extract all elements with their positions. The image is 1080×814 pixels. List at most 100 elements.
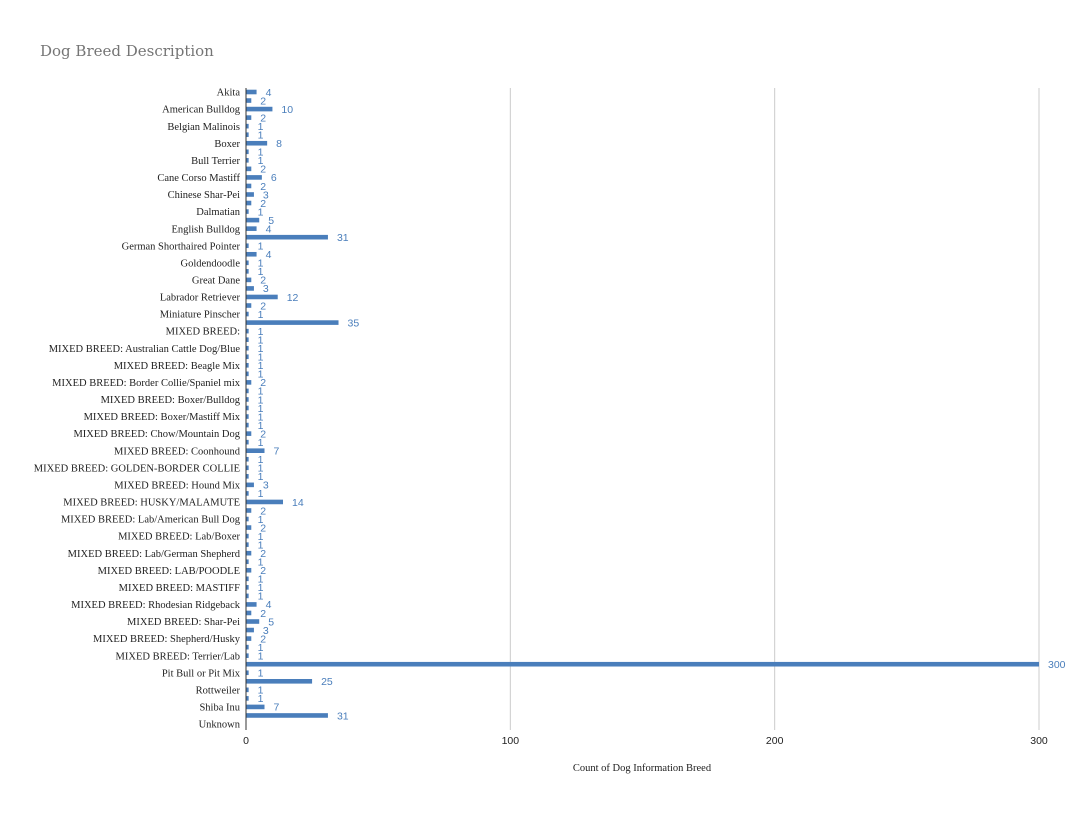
category-label: Pit Bull or Pit Mix xyxy=(162,668,241,679)
bar xyxy=(246,559,249,565)
bar xyxy=(246,149,249,155)
category-label: Rottweiler xyxy=(196,685,241,696)
data-label: 1 xyxy=(258,266,264,278)
x-tick-label: 0 xyxy=(243,735,249,747)
data-label: 1 xyxy=(258,394,264,406)
bar xyxy=(246,192,254,197)
bar xyxy=(246,439,249,445)
data-label: 31 xyxy=(337,710,349,722)
data-label: 2 xyxy=(260,633,266,645)
data-label: 4 xyxy=(266,87,272,99)
data-label: 2 xyxy=(260,505,266,517)
data-label: 2 xyxy=(260,565,266,577)
bar xyxy=(246,525,252,530)
data-label: 4 xyxy=(266,249,272,261)
bar xyxy=(246,243,249,249)
bar xyxy=(246,499,284,505)
data-label: 10 xyxy=(281,104,293,116)
data-label: 2 xyxy=(260,164,266,176)
category-label: MIXED BREED: MASTIFF xyxy=(119,583,241,594)
bar xyxy=(246,696,249,701)
data-label: 1 xyxy=(258,471,264,483)
data-label: 2 xyxy=(260,522,266,534)
bar xyxy=(246,653,249,658)
bar xyxy=(246,713,328,718)
data-label: 2 xyxy=(260,275,266,287)
data-label: 3 xyxy=(263,625,269,637)
data-label: 2 xyxy=(260,548,266,560)
data-label: 1 xyxy=(258,514,264,526)
data-label: 1 xyxy=(258,488,264,500)
data-label: 1 xyxy=(258,463,264,475)
category-label: MIXED BREED: Hound Mix xyxy=(114,480,240,491)
category-label: MIXED BREED: LAB/POODLE xyxy=(98,566,240,577)
bar xyxy=(246,474,249,479)
data-label: 300 xyxy=(1048,659,1066,671)
x-axis-title: Count of Dog Information Breed xyxy=(573,763,712,774)
data-label: 1 xyxy=(258,326,264,338)
data-label: 1 xyxy=(258,650,264,662)
bar xyxy=(246,679,313,684)
data-labels: 4210211811262321543114112312213511111121… xyxy=(258,87,1066,722)
bar xyxy=(246,448,265,453)
data-label: 2 xyxy=(260,608,266,620)
category-label: German Shorthaired Pointer xyxy=(122,241,241,252)
x-tick-label: 300 xyxy=(1030,735,1048,747)
bar xyxy=(246,303,252,308)
bar xyxy=(246,661,1039,667)
bar xyxy=(246,277,252,283)
category-label: American Bulldog xyxy=(162,105,241,116)
bar xyxy=(246,414,249,419)
data-label: 1 xyxy=(258,206,264,218)
category-label: Unknown xyxy=(199,720,241,731)
data-label: 4 xyxy=(266,599,272,611)
data-label: 1 xyxy=(258,309,264,321)
x-tick-label: 100 xyxy=(502,735,520,747)
bar xyxy=(246,98,252,103)
category-label: MIXED BREED: Boxer/Bulldog xyxy=(101,395,241,406)
category-label: Labrador Retriever xyxy=(160,293,241,304)
data-label: 1 xyxy=(258,557,264,569)
data-label: 1 xyxy=(258,420,264,432)
data-label: 1 xyxy=(258,574,264,586)
bar xyxy=(246,234,328,240)
data-label: 8 xyxy=(276,138,282,150)
category-label: MIXED BREED: Chow/Mountain Dog xyxy=(73,429,240,440)
data-label: 1 xyxy=(258,130,264,142)
data-label: 6 xyxy=(271,172,277,184)
data-label: 2 xyxy=(260,377,266,389)
data-label: 2 xyxy=(260,428,266,440)
data-label: 1 xyxy=(258,403,264,415)
category-label: Miniature Pinscher xyxy=(160,310,241,321)
category-label: Shiba Inu xyxy=(199,703,240,714)
category-label: MIXED BREED: Australian Cattle Dog/Blue xyxy=(49,344,241,355)
category-label: Boxer xyxy=(214,139,240,150)
bar xyxy=(246,422,249,428)
category-label: MIXED BREED: Rhodesian Ridgeback xyxy=(71,600,241,611)
bar xyxy=(246,175,262,180)
grid-lines xyxy=(509,88,1040,730)
category-label: Great Dane xyxy=(192,275,240,286)
bar xyxy=(246,610,252,616)
data-label: 1 xyxy=(258,258,264,270)
data-label: 7 xyxy=(274,446,280,458)
bar xyxy=(246,166,252,172)
bar xyxy=(246,311,249,317)
category-label: Dalmatian xyxy=(196,207,240,218)
category-label: MIXED BREED: Coonhound xyxy=(114,446,241,457)
category-labels: Akita American Bulldog Belgian Malinois Box… xyxy=(34,88,241,731)
bar xyxy=(246,260,249,266)
category-label: MIXED BREED: xyxy=(166,327,240,338)
bar xyxy=(246,132,249,137)
category-label: MIXED BREED: Lab/German Shepherd xyxy=(68,549,241,560)
data-label: 2 xyxy=(260,112,266,124)
data-label: 14 xyxy=(292,497,304,509)
data-label: 1 xyxy=(258,437,264,449)
category-label: Bull Terrier xyxy=(191,156,240,167)
bar xyxy=(246,251,257,257)
bar xyxy=(246,115,252,120)
category-label: Cane Corso Mastiff xyxy=(157,173,240,184)
data-label: 1 xyxy=(258,411,264,423)
bar xyxy=(246,217,260,223)
